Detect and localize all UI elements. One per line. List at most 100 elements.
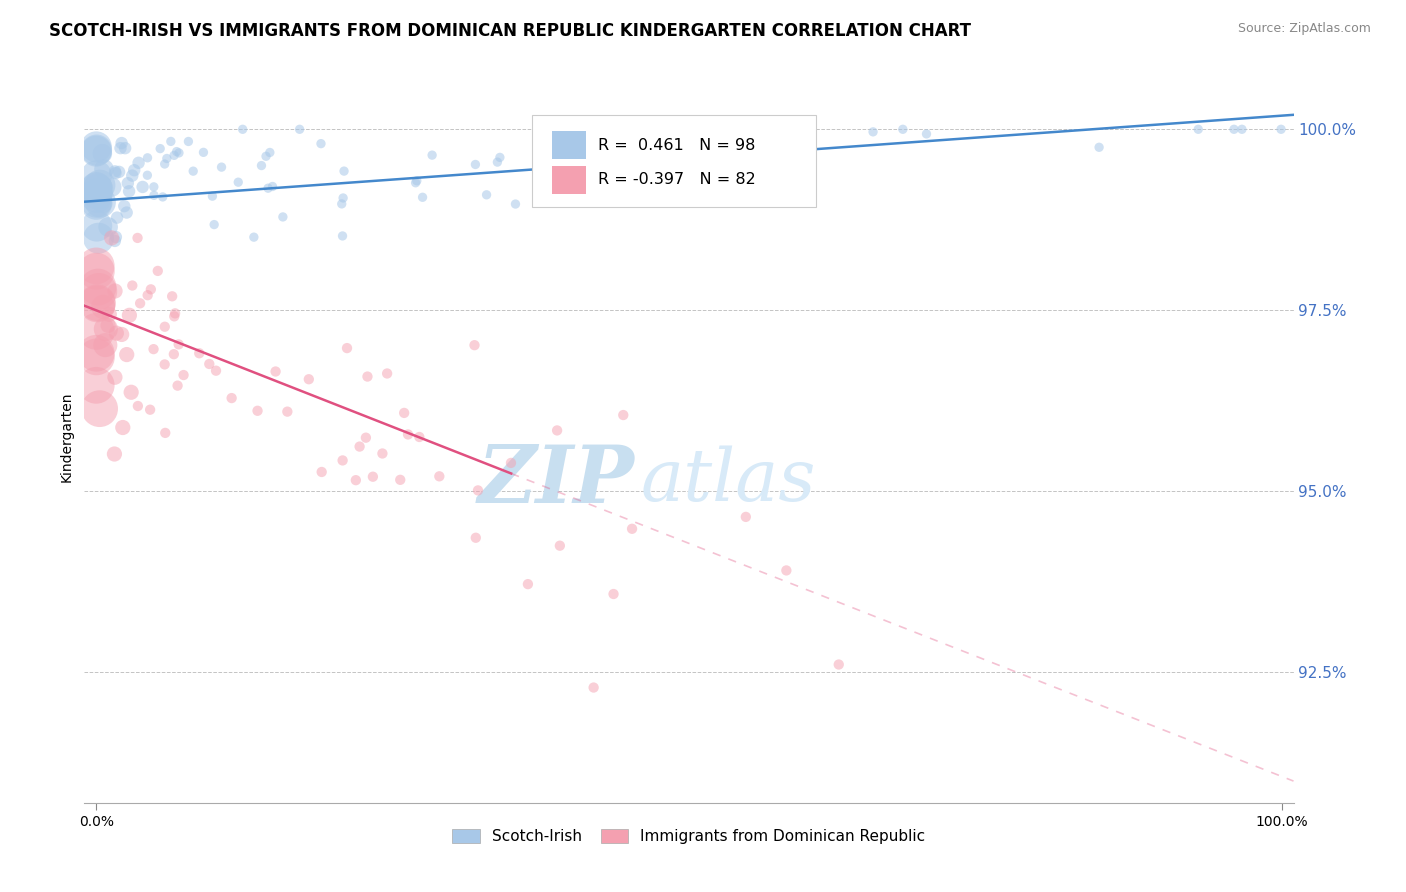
Point bbox=[1088, 140, 1111, 154]
Point bbox=[86, 143, 108, 157]
Point bbox=[486, 155, 509, 169]
Point bbox=[86, 264, 108, 278]
Point bbox=[84, 197, 107, 211]
Point bbox=[257, 181, 280, 195]
Point bbox=[246, 404, 269, 418]
Point bbox=[193, 145, 215, 160]
Point bbox=[516, 577, 538, 591]
Point bbox=[129, 296, 152, 310]
Point bbox=[408, 430, 430, 444]
Point bbox=[198, 357, 221, 371]
Point bbox=[163, 347, 186, 361]
Point bbox=[624, 159, 647, 173]
Point bbox=[271, 210, 294, 224]
Point bbox=[163, 148, 186, 162]
Point bbox=[862, 125, 884, 139]
Text: atlas: atlas bbox=[641, 446, 815, 516]
Point bbox=[163, 310, 186, 324]
Point bbox=[114, 141, 136, 155]
Point bbox=[243, 230, 266, 244]
Point bbox=[112, 199, 135, 213]
Text: R =  0.461   N = 98: R = 0.461 N = 98 bbox=[599, 137, 755, 153]
Point bbox=[392, 406, 415, 420]
Point bbox=[118, 184, 141, 198]
Point bbox=[115, 348, 138, 362]
Point bbox=[1230, 122, 1253, 136]
Point bbox=[311, 465, 333, 479]
Point bbox=[86, 190, 108, 204]
Text: SCOTCH-IRISH VS IMMIGRANTS FROM DOMINICAN REPUBLIC KINDERGARTEN CORRELATION CHAR: SCOTCH-IRISH VS IMMIGRANTS FROM DOMINICA… bbox=[49, 22, 972, 40]
Point bbox=[104, 230, 127, 244]
Point bbox=[87, 231, 110, 245]
Y-axis label: Kindergarten: Kindergarten bbox=[59, 392, 73, 483]
Point bbox=[262, 179, 284, 194]
Point bbox=[167, 145, 190, 160]
Point bbox=[546, 424, 568, 438]
Point bbox=[259, 145, 281, 160]
Point bbox=[166, 145, 188, 159]
Point bbox=[264, 364, 287, 378]
Point bbox=[121, 169, 143, 183]
Text: Source: ZipAtlas.com: Source: ZipAtlas.com bbox=[1237, 22, 1371, 36]
Point bbox=[86, 295, 108, 310]
Point bbox=[131, 180, 153, 194]
Point bbox=[463, 338, 485, 352]
Point bbox=[499, 456, 522, 470]
Point bbox=[115, 205, 138, 219]
Point bbox=[142, 179, 165, 194]
Point bbox=[211, 160, 233, 174]
FancyBboxPatch shape bbox=[531, 115, 815, 207]
Point bbox=[86, 180, 108, 194]
Point bbox=[800, 135, 823, 149]
Point bbox=[87, 280, 110, 294]
Point bbox=[582, 681, 605, 695]
Point bbox=[375, 367, 398, 381]
Point bbox=[111, 327, 134, 342]
Point bbox=[396, 427, 419, 442]
Point bbox=[91, 300, 114, 314]
Point bbox=[614, 166, 637, 180]
Point bbox=[111, 420, 134, 434]
Point bbox=[156, 152, 179, 166]
Point bbox=[276, 404, 298, 418]
Point bbox=[333, 164, 356, 178]
Point bbox=[91, 146, 114, 161]
Point bbox=[121, 278, 143, 293]
Point bbox=[734, 509, 756, 524]
Text: R = -0.397   N = 82: R = -0.397 N = 82 bbox=[599, 172, 756, 187]
Point bbox=[128, 156, 150, 170]
Bar bbox=[553, 131, 586, 159]
Point bbox=[349, 440, 371, 454]
Point bbox=[571, 136, 593, 150]
Point bbox=[84, 259, 107, 273]
Point bbox=[100, 180, 122, 194]
Point bbox=[94, 322, 117, 336]
Point bbox=[160, 135, 183, 149]
Point bbox=[84, 346, 107, 360]
Point bbox=[136, 168, 159, 182]
Point bbox=[427, 469, 450, 483]
Point bbox=[475, 187, 498, 202]
Point bbox=[336, 341, 359, 355]
Point bbox=[104, 284, 127, 298]
Point bbox=[100, 231, 122, 245]
Point bbox=[136, 288, 159, 302]
Point bbox=[188, 346, 211, 360]
Bar bbox=[553, 166, 586, 194]
Point bbox=[97, 219, 120, 234]
Point bbox=[177, 135, 200, 149]
Point bbox=[1187, 122, 1209, 136]
Point bbox=[97, 318, 120, 333]
Point bbox=[775, 564, 797, 578]
Point bbox=[127, 231, 149, 245]
Point bbox=[891, 122, 914, 136]
Point bbox=[621, 522, 644, 536]
Point bbox=[548, 539, 571, 553]
Point bbox=[489, 150, 512, 164]
Point bbox=[98, 307, 121, 321]
Point bbox=[221, 391, 243, 405]
Point bbox=[143, 188, 166, 202]
Point bbox=[330, 197, 353, 211]
Point bbox=[572, 149, 595, 163]
Point bbox=[420, 148, 443, 162]
